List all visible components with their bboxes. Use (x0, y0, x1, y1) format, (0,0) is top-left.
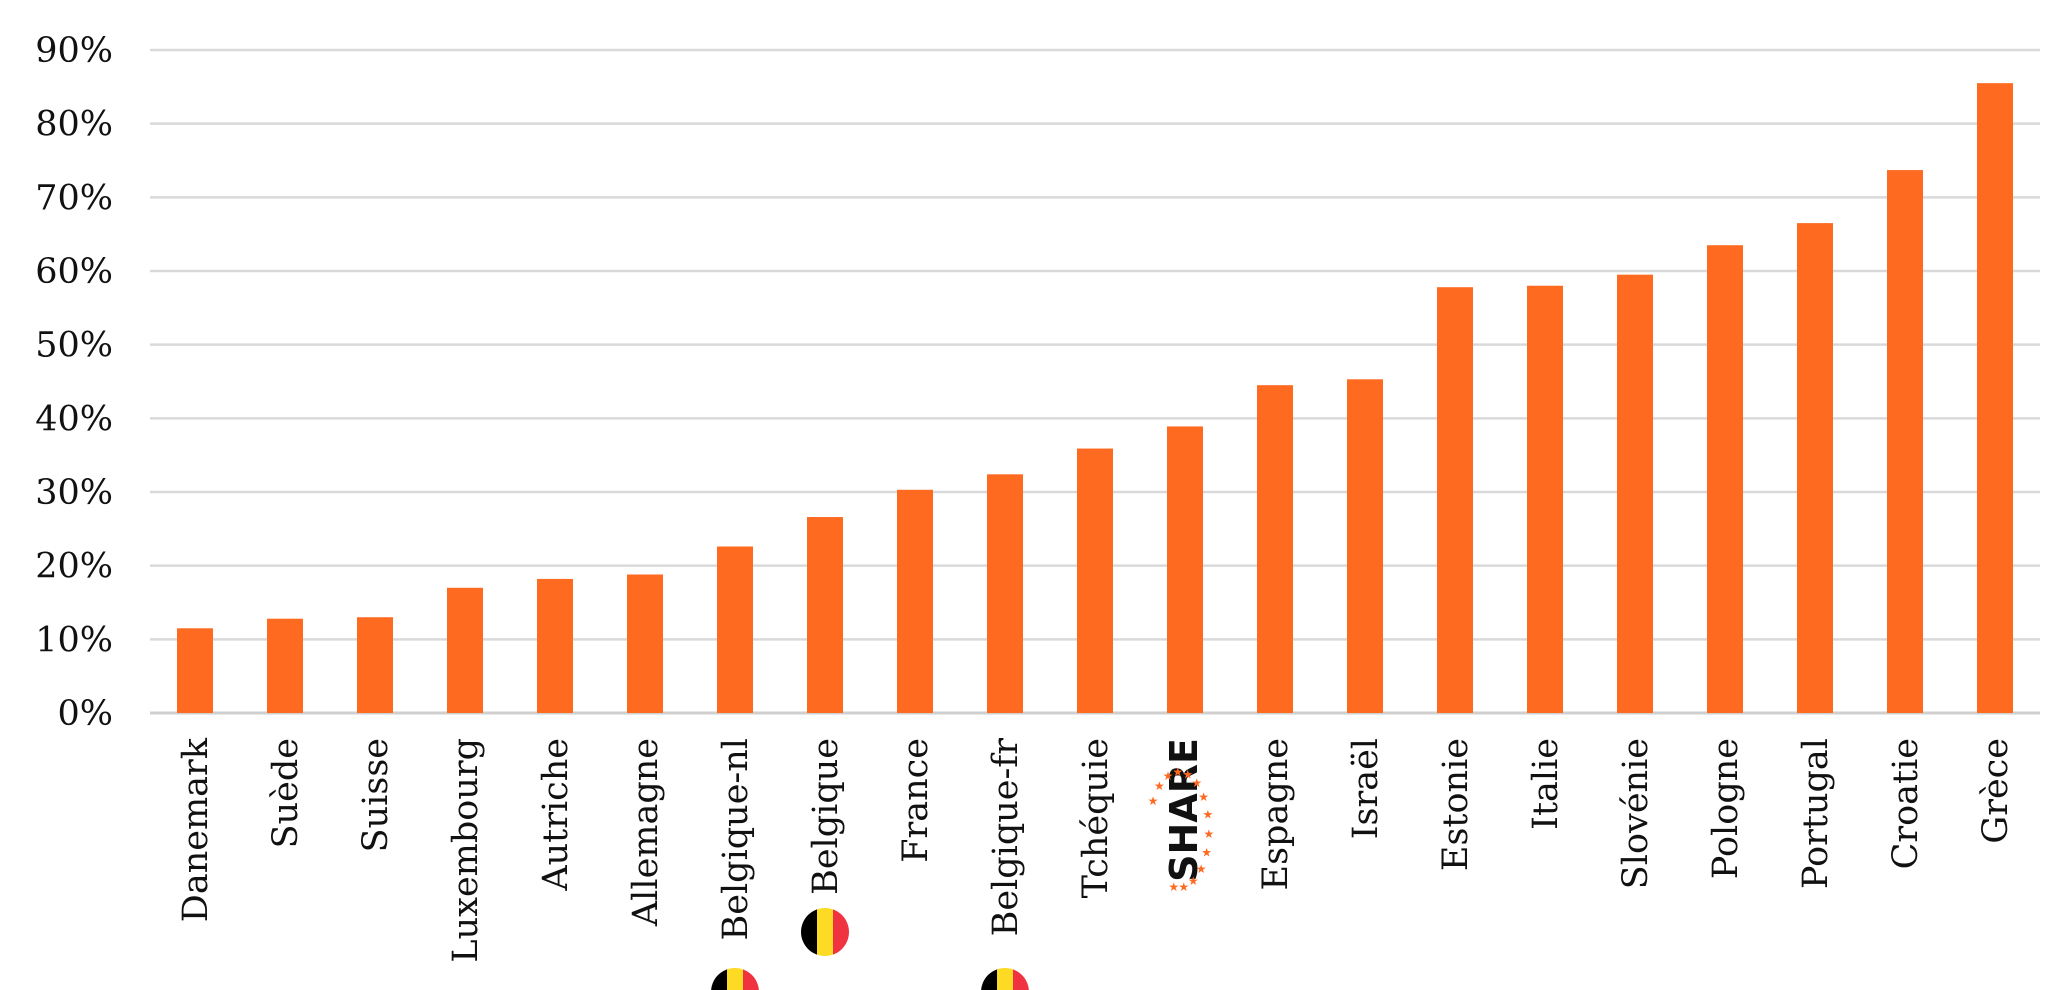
x-tick-label: Grèce (1976, 738, 2016, 844)
x-tick: Portugal (1796, 738, 1836, 889)
x-tick-label: Autriche (536, 738, 576, 892)
bar (807, 517, 843, 713)
x-tick-label: Estonie (1436, 738, 1476, 871)
y-axis-ticks: 0% 10% 20% 30% 40% 50% 60% 70% 80% 90% (35, 31, 113, 734)
svg-text:★: ★ (1191, 776, 1202, 790)
x-tick: Belgique-fr (986, 738, 1026, 937)
bar (1887, 170, 1923, 713)
bar (1707, 245, 1743, 713)
bar (1527, 285, 1563, 713)
y-tick-label: 0% (57, 694, 113, 734)
x-tick: Belgique-nl (716, 738, 756, 940)
x-tick-label: Belgique (806, 738, 846, 895)
belgium-flag-icon (711, 968, 759, 990)
y-tick-label: 50% (35, 326, 113, 366)
x-tick-label: SHARE (1162, 738, 1206, 882)
bar (897, 489, 933, 713)
bar (1077, 448, 1113, 713)
y-tick-label: 10% (35, 620, 113, 660)
bar (1977, 83, 2013, 713)
y-tick-label: 30% (35, 473, 113, 513)
svg-text:★: ★ (1148, 794, 1159, 808)
y-tick-label: 20% (35, 547, 113, 587)
x-tick-label: Belgique-nl (716, 738, 756, 940)
x-tick: Estonie (1436, 738, 1476, 871)
bar (1167, 426, 1203, 713)
x-tick: Slovénie (1616, 738, 1656, 889)
svg-text:★: ★ (1178, 880, 1189, 894)
x-tick: Danemark (176, 737, 216, 922)
svg-text:★: ★ (1168, 880, 1179, 894)
svg-text:★: ★ (1203, 808, 1214, 822)
x-tick: Espagne (1256, 738, 1296, 890)
bar (267, 618, 303, 713)
x-tick-label: Danemark (176, 737, 216, 922)
y-tick-label: 60% (35, 252, 113, 292)
bar (1437, 287, 1473, 713)
x-tick: Suède (266, 738, 306, 848)
x-tick: Italie (1526, 738, 1566, 830)
x-tick-label: France (896, 738, 936, 863)
x-tick: Allemagne (626, 738, 666, 927)
svg-text:★: ★ (1198, 790, 1209, 804)
svg-text:★: ★ (1201, 846, 1212, 860)
bar (1347, 379, 1383, 713)
svg-text:★: ★ (1188, 874, 1199, 888)
x-tick-label: Belgique-fr (986, 738, 1026, 937)
x-tick: Suisse (356, 738, 396, 852)
y-tick-label: 40% (35, 399, 113, 439)
bar (627, 574, 663, 713)
x-tick: Pologne (1706, 738, 1746, 879)
y-tick-label: 90% (35, 31, 113, 71)
belgium-flag-icon (801, 908, 849, 956)
bar (177, 628, 213, 713)
x-tick: France (896, 738, 936, 863)
bar (537, 578, 573, 713)
bar (717, 546, 753, 713)
x-tick-label: Suisse (356, 738, 396, 852)
x-tick-label: Italie (1526, 738, 1566, 830)
svg-text:★: ★ (1182, 768, 1193, 782)
x-tick: SHARE (1162, 738, 1206, 882)
x-axis-ticks: Danemark Suède Suisse Luxembourg Autriche All… (176, 737, 2016, 990)
svg-text:★: ★ (1196, 862, 1207, 876)
x-tick-label: Suède (266, 738, 306, 848)
svg-text:★: ★ (1163, 769, 1174, 783)
bar (1797, 223, 1833, 713)
x-tick-label: Tchéquie (1076, 738, 1116, 898)
x-tick: Belgique (806, 738, 846, 895)
bar (357, 617, 393, 713)
x-tick-label: Slovénie (1616, 738, 1656, 889)
x-tick: Autriche (536, 738, 576, 892)
x-tick: Tchéquie (1076, 738, 1116, 898)
bar (1617, 274, 1653, 713)
svg-text:★: ★ (1204, 827, 1215, 841)
x-tick: Grèce (1976, 738, 2016, 844)
y-tick-label: 80% (35, 105, 113, 145)
x-tick-label: Luxembourg (446, 738, 486, 963)
x-tick-label: Croatie (1886, 738, 1926, 869)
bar (447, 587, 483, 713)
svg-text:★: ★ (1172, 765, 1183, 779)
x-tick: Croatie (1886, 738, 1926, 869)
x-tick-label: Pologne (1706, 738, 1746, 879)
x-tick-label: Allemagne (626, 738, 666, 927)
x-tick-label: Espagne (1256, 738, 1296, 890)
y-tick-label: 70% (35, 178, 113, 218)
svg-text:★: ★ (1154, 779, 1165, 793)
x-tick: Israël (1346, 738, 1386, 839)
belgium-flag-icon (981, 968, 1029, 990)
bar (987, 474, 1023, 713)
share-logo-icon: ★★★ ★ ★★★★★★★★★★ (1148, 765, 1215, 894)
x-tick: Luxembourg (446, 738, 486, 963)
bar (1257, 385, 1293, 713)
x-tick-label: Israël (1346, 738, 1386, 839)
bars (177, 83, 2013, 713)
x-tick-label: Portugal (1796, 738, 1836, 889)
